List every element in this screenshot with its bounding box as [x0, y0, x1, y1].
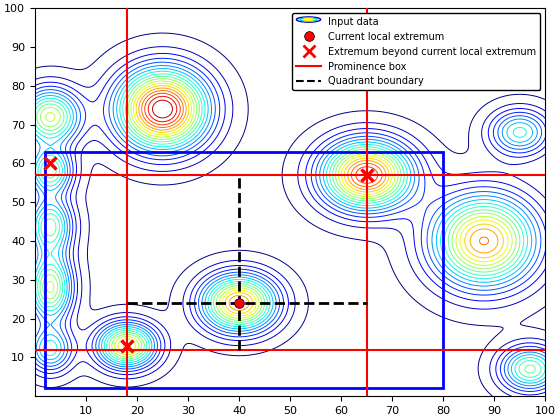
Bar [45, 152, 444, 388]
Legend: Input data, Current local extremum, Extremum beyond current local extremum, Prom: Input data, Current local extremum, Extr… [292, 13, 540, 90]
